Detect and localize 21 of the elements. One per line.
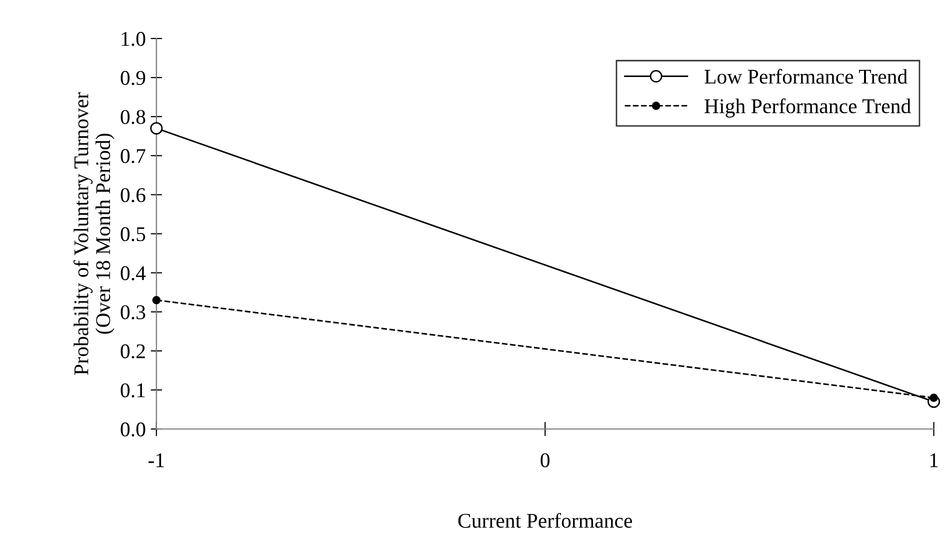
y-axis-title: Probability of Voluntary Turnover (Over 18 Month Period) — [73, 92, 114, 375]
point — [150, 122, 163, 135]
y-tick-label: 0.1 — [120, 383, 145, 398]
x-tick-label: 0 — [540, 453, 550, 468]
legend-label: High Performance Trend — [704, 98, 911, 118]
y-tick-label: 0.0 — [120, 422, 146, 437]
y-tick-label: 0.8 — [120, 110, 146, 124]
x-tick-label: -1 — [148, 453, 164, 468]
point — [930, 394, 938, 402]
y-tick-label: 0.7 — [120, 149, 146, 164]
y-tick-label: 0.6 — [120, 188, 146, 202]
point — [152, 296, 161, 304]
y-tick-label: 0.3 — [120, 305, 146, 320]
y-tick-label: 0.4 — [120, 266, 146, 280]
y-tick-label: 0.2 — [120, 344, 145, 358]
y-tick-label: 0.5 — [120, 227, 146, 242]
y-tick-label: 1.0 — [122, 32, 146, 46]
x-axis-title: Current Performance — [458, 512, 632, 528]
x-tick-label: 1 — [930, 453, 938, 468]
y-tick-label: 0.9 — [120, 70, 146, 86]
legend-label: Low Performance Trend — [704, 68, 908, 84]
